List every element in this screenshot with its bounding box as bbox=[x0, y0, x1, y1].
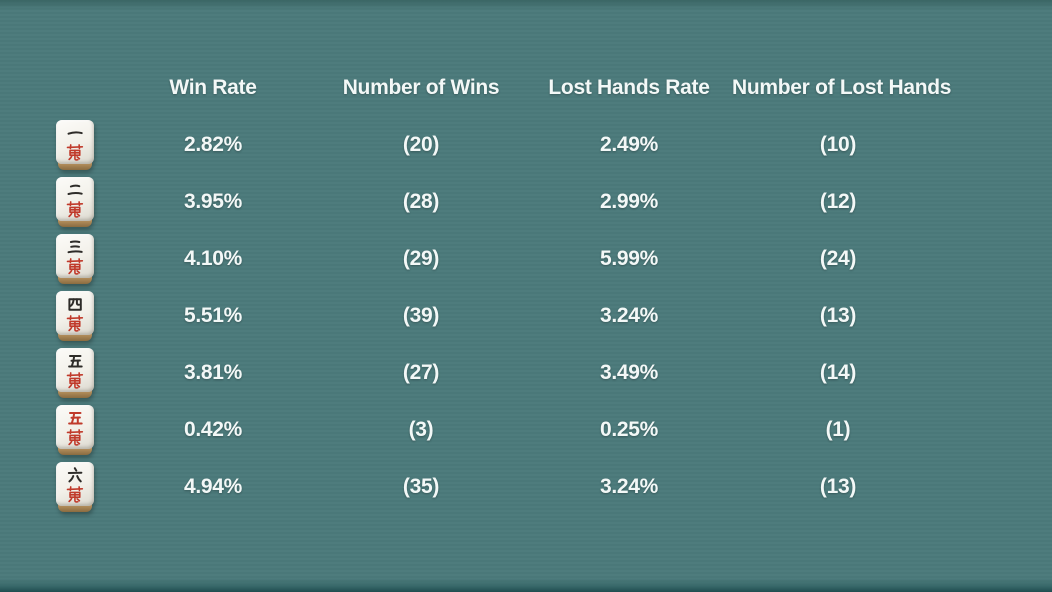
num-lost-value: (14) bbox=[819, 360, 857, 384]
num-wins-value: (39) bbox=[402, 303, 440, 327]
mahjong-tile-red-5-man-icon bbox=[56, 404, 94, 455]
lost-rate-value: 3.49% bbox=[599, 360, 659, 384]
tile-cell bbox=[40, 176, 110, 227]
top-edge-band bbox=[0, 0, 1052, 8]
lost-rate-value: 0.25% bbox=[599, 417, 659, 441]
win-rate-value: 0.42% bbox=[183, 417, 243, 441]
num-wins-value: (27) bbox=[402, 360, 440, 384]
tile-cell bbox=[40, 233, 110, 284]
mahjong-tile-1-man-icon bbox=[56, 119, 94, 170]
tile-cell bbox=[40, 119, 110, 170]
mahjong-tile-4-man-icon bbox=[56, 290, 94, 341]
header-num-wins: Number of Wins bbox=[342, 76, 500, 99]
mahjong-tile-6-man-icon bbox=[56, 461, 94, 512]
table-row: 0.42% (3) 0.25% (1) bbox=[40, 401, 944, 458]
win-rate-value: 3.81% bbox=[183, 360, 243, 384]
tile-character-glyphs bbox=[66, 130, 84, 161]
lost-rate-value: 2.99% bbox=[599, 189, 659, 213]
tile-stats-table: Win Rate Number of Wins Lost Hands Rate … bbox=[40, 68, 952, 515]
num-lost-value: (24) bbox=[819, 246, 857, 270]
win-rate-value: 5.51% bbox=[183, 303, 243, 327]
num-wins-value: (29) bbox=[402, 246, 440, 270]
table-row: 5.51% (39) 3.24% (13) bbox=[40, 287, 944, 344]
lost-rate-value: 5.99% bbox=[599, 246, 659, 270]
mahjong-tile-2-man-icon bbox=[56, 176, 94, 227]
table-row: 3.95% (28) 2.99% (12) bbox=[40, 173, 944, 230]
tile-character-glyphs bbox=[66, 240, 84, 275]
header-num-lost: Number of Lost Hands bbox=[732, 76, 952, 99]
tile-cell bbox=[40, 404, 110, 455]
num-lost-value: (1) bbox=[825, 417, 851, 441]
table-row: 3.81% (27) 3.49% (14) bbox=[40, 344, 944, 401]
num-wins-value: (3) bbox=[408, 417, 434, 441]
mahjong-tile-3-man-icon bbox=[56, 233, 94, 284]
win-rate-value: 4.94% bbox=[183, 474, 243, 498]
tile-character-glyphs bbox=[66, 411, 84, 446]
win-rate-value: 3.95% bbox=[183, 189, 243, 213]
table-row: 2.82% (20) 2.49% (10) bbox=[40, 116, 944, 173]
tile-character-glyphs bbox=[66, 466, 84, 503]
tile-character-glyphs bbox=[66, 297, 84, 332]
num-lost-value: (13) bbox=[819, 474, 857, 498]
table-body: 2.82% (20) 2.49% (10) 3.95% (28) 2.99% (12) 4.… bbox=[40, 116, 944, 515]
tile-cell bbox=[40, 347, 110, 398]
tile-character-glyphs bbox=[66, 354, 84, 389]
lost-rate-value: 3.24% bbox=[599, 303, 659, 327]
table-row: 4.94% (35) 3.24% (13) bbox=[40, 458, 944, 515]
win-rate-value: 2.82% bbox=[183, 132, 243, 156]
num-lost-value: (10) bbox=[819, 132, 857, 156]
mahjong-tile-5-man-icon bbox=[56, 347, 94, 398]
tile-cell bbox=[40, 290, 110, 341]
header-lost-rate: Lost Hands Rate bbox=[548, 76, 710, 99]
table-header-row: Win Rate Number of Wins Lost Hands Rate … bbox=[40, 68, 952, 108]
bottom-edge-band bbox=[0, 578, 1052, 592]
num-lost-value: (12) bbox=[819, 189, 857, 213]
table-row: 4.10% (29) 5.99% (24) bbox=[40, 230, 944, 287]
tile-character-glyphs bbox=[66, 184, 84, 218]
tile-cell bbox=[40, 461, 110, 512]
num-wins-value: (20) bbox=[402, 132, 440, 156]
lost-rate-value: 2.49% bbox=[599, 132, 659, 156]
num-wins-value: (35) bbox=[402, 474, 440, 498]
num-lost-value: (13) bbox=[819, 303, 857, 327]
win-rate-value: 4.10% bbox=[183, 246, 243, 270]
header-win-rate: Win Rate bbox=[169, 76, 257, 99]
lost-rate-value: 3.24% bbox=[599, 474, 659, 498]
num-wins-value: (28) bbox=[402, 189, 440, 213]
